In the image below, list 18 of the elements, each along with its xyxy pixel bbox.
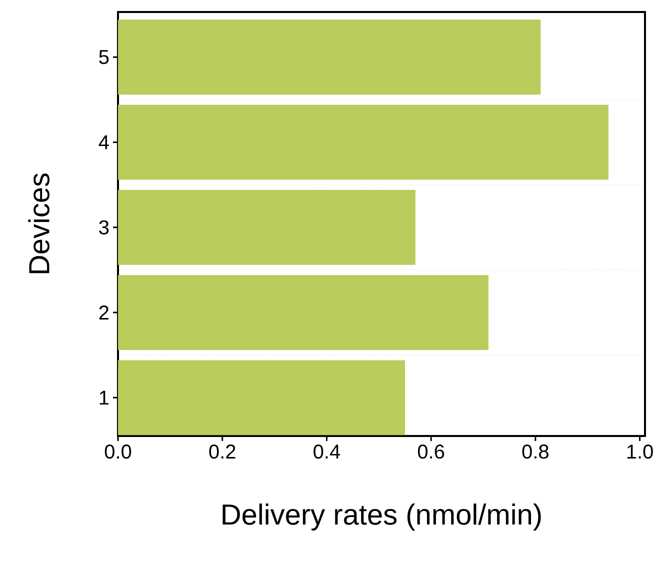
bar [118, 190, 416, 265]
y-tick-label: 5 [99, 50, 109, 64]
y-tick-label: 4 [98, 135, 109, 150]
y-tick-label: 1 [100, 390, 108, 405]
y-axis-title: Devices [28, 173, 50, 274]
x-tick-label: 0.0 [104, 444, 132, 459]
y-tick-label: 2 [99, 306, 108, 320]
x-tick-label: 1.0 [627, 444, 653, 459]
x-tick-label: 0.4 [314, 444, 340, 459]
y-tick-label: 3 [99, 220, 109, 234]
bar [118, 20, 541, 95]
bar [118, 104, 608, 180]
x-axis-title: Delivery rates (nmol/min) [222, 504, 541, 531]
x-tick-label: 0.2 [209, 444, 236, 459]
x-tick-label: 0.6 [418, 444, 444, 459]
x-tick-label: 0.8 [522, 444, 548, 459]
bar [118, 275, 488, 350]
bar [118, 360, 405, 436]
